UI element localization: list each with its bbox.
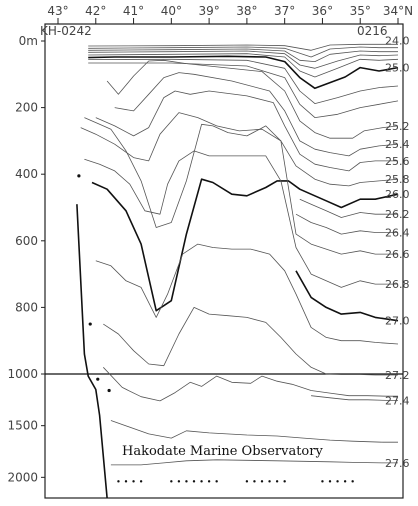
bottom-profile: [76, 174, 111, 499]
x-tick-label: 36°: [312, 4, 333, 18]
isopycnal-line: [88, 46, 398, 58]
x-tick-label: 41°: [123, 4, 144, 18]
station-mark: [77, 174, 81, 178]
isopycnal-label: 24.0: [385, 34, 410, 47]
sample-dot: [124, 480, 128, 483]
y-tick-label: 200: [15, 101, 38, 115]
isopycnal-line: [88, 53, 399, 78]
sample-dot: [253, 480, 256, 483]
isopycnal-line: [91, 178, 399, 312]
x-tick-label: 37°: [274, 4, 295, 18]
station-mark: [88, 322, 92, 326]
isopycnal-label: 25.0: [385, 62, 410, 75]
sample-dot: [139, 480, 143, 483]
y-tick-label: 800: [15, 300, 38, 314]
isopycnal-line: [88, 48, 398, 62]
isopycnal-label: 26.4: [385, 226, 410, 239]
sample-dot: [343, 480, 347, 483]
isopycnal-label: 25.4: [385, 138, 410, 151]
isopycnal-label: 27.6: [385, 457, 410, 470]
station-mark: [107, 388, 111, 393]
y-tick-label: 400: [15, 167, 38, 181]
isopycnal-line: [103, 367, 398, 402]
sample-dot: [268, 480, 271, 483]
x-tick-label: 38°: [236, 4, 257, 18]
x-tick-label: 42°: [85, 4, 106, 18]
sample-dot: [245, 480, 249, 483]
sample-dot: [275, 480, 279, 483]
isopycnal-line: [84, 150, 398, 288]
sample-dot: [321, 480, 324, 483]
station-label-south: 0216: [357, 24, 388, 38]
isopycnal-labels: 24.0 25.0 25.2 25.4 25.6 25.8 26.0 26.2 26.4 26.6…: [385, 34, 410, 470]
isopycnal-line: [88, 50, 399, 69]
x-tick-label: 34°N: [383, 4, 413, 18]
sample-dot: [177, 480, 181, 483]
plot-frame: [44, 23, 404, 499]
isopycnal-label: 26.8: [385, 278, 410, 291]
x-axis: 43° 42° 41° 40° 39° 38° 37° 36° 35° 34°N: [47, 4, 413, 24]
x-tick-label: 35°: [350, 4, 371, 18]
sample-dot: [336, 480, 339, 483]
isopycnal-line: [80, 112, 399, 187]
y-tick-label: 0m: [19, 34, 38, 48]
isopycnal-line: [88, 58, 399, 104]
x-tick-label: 40°: [161, 4, 182, 18]
bottom-profile-line: [76, 204, 108, 499]
sample-dot: [200, 480, 203, 483]
isopycnal-line: [295, 270, 399, 322]
sample-dot: [207, 480, 211, 483]
station-mark: [96, 377, 100, 381]
sample-dot: [170, 480, 173, 483]
isopycnal-line: [295, 213, 398, 235]
isopycnal-line: [95, 243, 399, 345]
isopycnal-line: [103, 306, 398, 376]
sample-dot: [117, 480, 120, 483]
sample-dot: [351, 480, 354, 483]
isopycnal-label: 25.6: [385, 155, 410, 168]
x-tick-label: 43°: [47, 4, 68, 18]
isopycnal-line: [88, 43, 398, 51]
isopycnal-line: [88, 55, 399, 90]
sample-dot: [132, 480, 135, 483]
isopycnal-line: [299, 198, 398, 218]
isopycnal-line: [95, 90, 398, 172]
sample-dots: [117, 480, 354, 483]
isopycnal-lines: [80, 43, 399, 466]
isopycnal-label: 26.0: [385, 188, 410, 201]
sample-dot: [328, 480, 332, 483]
isopycnal-line: [106, 59, 399, 139]
isopycnal-label: 25.8: [385, 173, 410, 186]
x-tick-label: 39°: [198, 4, 219, 18]
isopycnal-line: [88, 62, 399, 118]
observatory-credit: Hakodate Marine Observatory: [122, 444, 323, 459]
isopycnal-label: 25.2: [385, 120, 410, 133]
isopycnal-label: 26.6: [385, 248, 410, 261]
sample-dot: [185, 480, 188, 483]
station-label-north: KH-0242: [40, 24, 92, 38]
sample-dot: [283, 480, 286, 483]
isopycnal-label: 27.4: [385, 394, 410, 407]
y-tick-label: 2000: [7, 470, 38, 484]
sample-dot: [260, 480, 264, 483]
isopycnal-label: 27.0: [385, 315, 410, 328]
sample-dot: [215, 480, 218, 483]
isopycnal-line: [84, 117, 398, 255]
isopycnal-line: [110, 420, 398, 443]
y-axis: 0m 200 400 600 800 1000 1500 2000: [7, 34, 45, 484]
sample-dot: [192, 480, 196, 483]
y-tick-label: 1000: [7, 367, 38, 381]
isopycnal-label: 27.2: [385, 369, 410, 382]
y-tick-label: 600: [15, 234, 38, 248]
y-tick-label: 1500: [7, 419, 38, 433]
isopycnal-line: [110, 459, 398, 466]
isopycnal-line: [114, 72, 399, 157]
isopycnal-label: 26.2: [385, 208, 410, 221]
isopycnal-line: [311, 395, 398, 401]
